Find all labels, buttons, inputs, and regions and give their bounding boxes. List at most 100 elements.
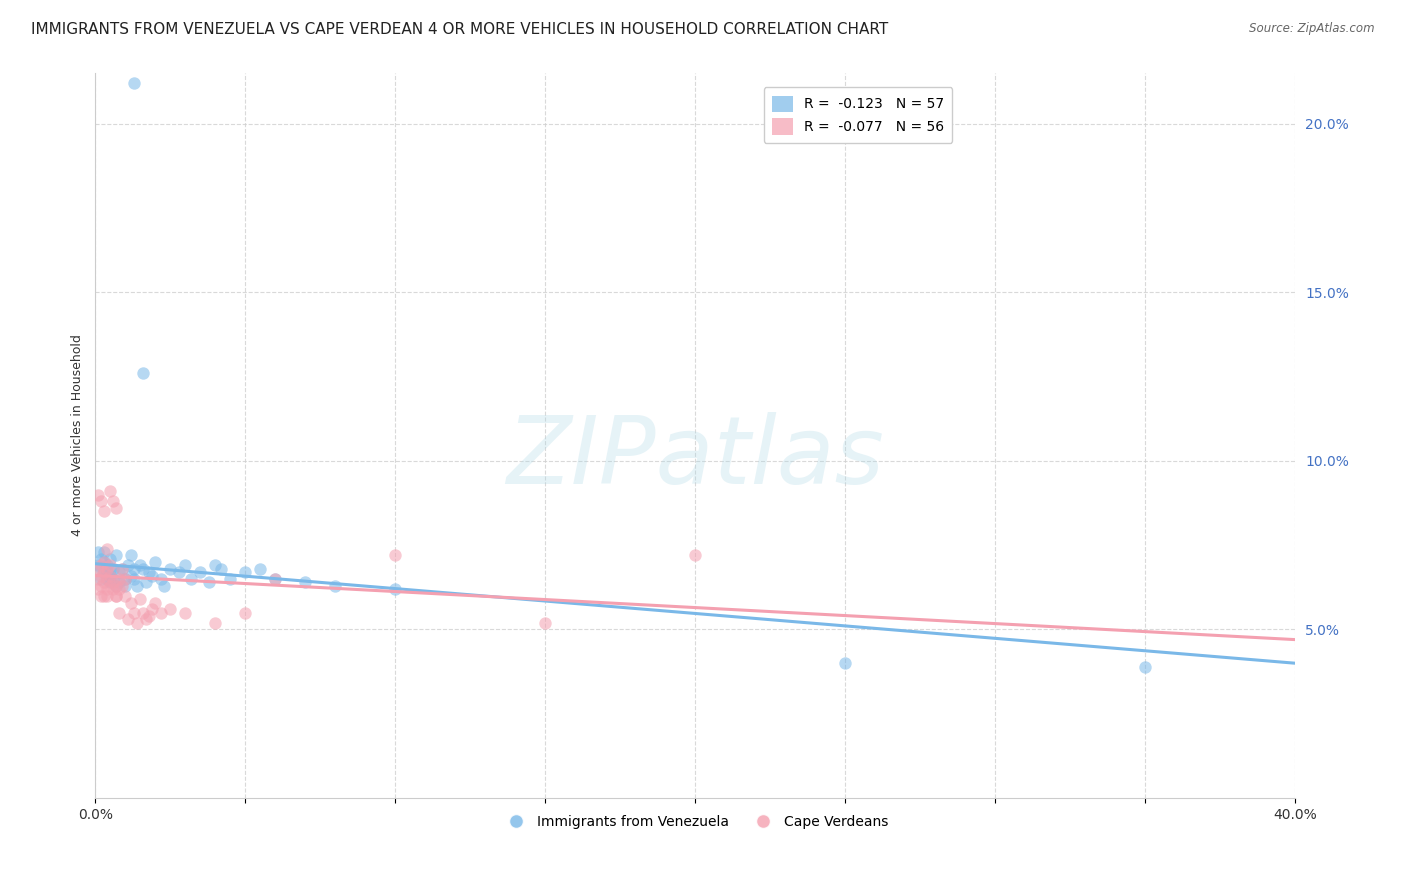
Point xyxy=(108,565,131,579)
Point xyxy=(98,568,121,582)
Point xyxy=(98,568,121,582)
Point xyxy=(249,562,271,576)
Point xyxy=(127,615,149,630)
Point xyxy=(204,558,226,573)
Point xyxy=(93,545,115,559)
Point xyxy=(108,572,131,586)
Point xyxy=(93,575,115,590)
Point xyxy=(114,572,136,586)
Point xyxy=(141,602,163,616)
Point xyxy=(111,579,134,593)
Point xyxy=(87,582,110,596)
Point xyxy=(135,612,157,626)
Point xyxy=(143,555,166,569)
Point xyxy=(96,541,118,556)
Point xyxy=(103,562,125,576)
Point xyxy=(105,589,128,603)
Point xyxy=(105,579,128,593)
Point xyxy=(98,484,121,499)
Point xyxy=(150,606,173,620)
Point xyxy=(90,589,112,603)
Point xyxy=(233,565,256,579)
Point xyxy=(169,565,191,579)
Point xyxy=(108,582,131,596)
Point xyxy=(98,562,121,576)
Point xyxy=(93,504,115,518)
Point xyxy=(93,565,115,579)
Point xyxy=(264,572,287,586)
Point xyxy=(120,595,142,609)
Point xyxy=(138,609,160,624)
Point xyxy=(108,575,131,590)
Text: Source: ZipAtlas.com: Source: ZipAtlas.com xyxy=(1250,22,1375,36)
Point xyxy=(141,568,163,582)
Point xyxy=(105,579,128,593)
Point xyxy=(105,549,128,563)
Point xyxy=(93,565,115,579)
Point xyxy=(93,555,115,569)
Point xyxy=(174,558,197,573)
Point xyxy=(96,565,118,579)
Legend: Immigrants from Venezuela, Cape Verdeans: Immigrants from Venezuela, Cape Verdeans xyxy=(496,810,894,835)
Point xyxy=(219,572,242,586)
Point xyxy=(98,575,121,590)
Point xyxy=(159,562,181,576)
Point xyxy=(198,575,221,590)
Point xyxy=(129,558,152,573)
Point xyxy=(108,606,131,620)
Point xyxy=(90,568,112,582)
Point xyxy=(294,575,316,590)
Point xyxy=(117,558,139,573)
Point xyxy=(96,558,118,573)
Point xyxy=(96,582,118,596)
Point xyxy=(180,572,202,586)
Point xyxy=(90,562,112,576)
Point xyxy=(132,606,155,620)
Point xyxy=(834,657,856,671)
Point xyxy=(174,606,197,620)
Point xyxy=(159,602,181,616)
Point xyxy=(114,579,136,593)
Point xyxy=(534,615,557,630)
Point xyxy=(90,494,112,508)
Point xyxy=(120,568,142,582)
Point xyxy=(384,582,406,596)
Point xyxy=(120,549,142,563)
Point xyxy=(150,572,173,586)
Point xyxy=(143,595,166,609)
Point xyxy=(233,606,256,620)
Point xyxy=(87,562,110,576)
Point xyxy=(103,494,125,508)
Point xyxy=(105,501,128,516)
Point xyxy=(1135,659,1157,673)
Point xyxy=(98,579,121,593)
Point xyxy=(111,562,134,576)
Point xyxy=(127,579,149,593)
Point xyxy=(96,572,118,586)
Point xyxy=(90,572,112,586)
Point xyxy=(138,565,160,579)
Point xyxy=(132,366,155,380)
Point xyxy=(87,545,110,559)
Point xyxy=(93,555,115,569)
Point xyxy=(124,572,146,586)
Point xyxy=(124,562,146,576)
Point xyxy=(153,579,176,593)
Point xyxy=(204,615,226,630)
Point xyxy=(117,612,139,626)
Point xyxy=(323,579,346,593)
Point xyxy=(98,558,121,573)
Point xyxy=(90,551,112,566)
Text: ZIPatlas: ZIPatlas xyxy=(506,412,884,503)
Point xyxy=(105,589,128,603)
Point xyxy=(96,572,118,586)
Point xyxy=(90,579,112,593)
Point xyxy=(103,575,125,590)
Point xyxy=(103,572,125,586)
Point xyxy=(96,589,118,603)
Point xyxy=(111,562,134,576)
Text: IMMIGRANTS FROM VENEZUELA VS CAPE VERDEAN 4 OR MORE VEHICLES IN HOUSEHOLD CORREL: IMMIGRANTS FROM VENEZUELA VS CAPE VERDEA… xyxy=(31,22,889,37)
Point xyxy=(124,76,146,90)
Point xyxy=(384,549,406,563)
Y-axis label: 4 or more Vehicles in Household: 4 or more Vehicles in Household xyxy=(72,334,84,536)
